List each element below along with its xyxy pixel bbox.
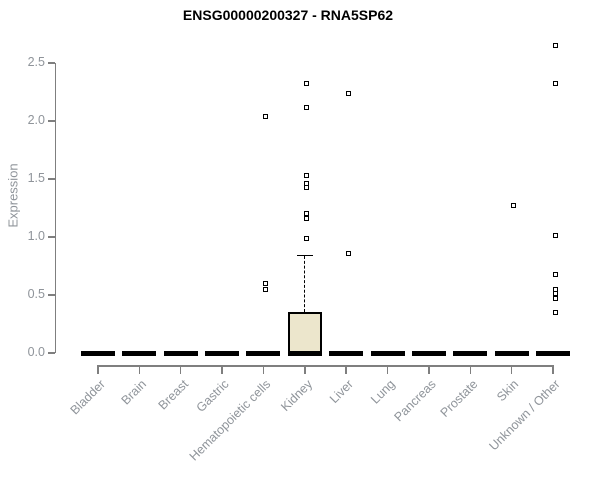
- x-axis-tick: [552, 366, 554, 374]
- outlier-point-kidney: [304, 211, 310, 217]
- outlier-point-hematopoietic-cells: [262, 280, 268, 286]
- median-bar-kidney: [287, 350, 322, 356]
- outlier-point-unknown-other: [552, 309, 558, 315]
- x-axis-tick: [138, 366, 141, 374]
- outlier-point-liver: [345, 90, 351, 96]
- outlier-point-skin: [511, 203, 517, 209]
- x-tick-label-lung: Lung: [367, 377, 398, 407]
- x-tick-label-hematopoietic-cells: Hematopoietic cells: [186, 377, 274, 464]
- x-axis-line: [97, 365, 554, 367]
- outlier-point-unknown-other: [552, 295, 558, 301]
- whisker-line-kidney: [304, 255, 306, 313]
- x-tick-label-kidney: Kidney: [277, 377, 315, 414]
- outlier-point-unknown-other: [552, 291, 558, 297]
- x-tick-label-prostate: Prostate: [437, 377, 481, 420]
- x-axis-tick: [97, 366, 99, 374]
- x-tick-label-liver: Liver: [327, 377, 357, 407]
- median-bar-lung: [370, 350, 405, 356]
- median-bar-gastric: [205, 350, 240, 356]
- x-tick-label-bladder: Bladder: [67, 377, 108, 418]
- x-tick-label-brain: Brain: [118, 377, 150, 408]
- y-tick-label: 2.5: [27, 55, 45, 69]
- x-axis-tick: [386, 366, 389, 374]
- median-bar-skin: [494, 350, 529, 356]
- y-tick-label: 0.5: [27, 287, 45, 301]
- outlier-point-hematopoietic-cells: [262, 113, 268, 119]
- x-tick-label-pancreas: Pancreas: [391, 377, 439, 425]
- median-bar-breast: [163, 350, 198, 356]
- chart-title: ENSG00000200327 - RNA5SP62: [182, 7, 394, 23]
- y-tick-label: 2.0: [27, 113, 45, 127]
- y-axis-tick: [47, 120, 55, 122]
- y-axis-tick: [47, 62, 55, 64]
- whisker-cap-kidney: [296, 254, 313, 257]
- y-axis-line: [54, 63, 56, 353]
- x-axis-tick: [345, 366, 347, 374]
- outlier-point-unknown-other: [552, 233, 558, 239]
- y-tick-label: 0.0: [27, 345, 45, 359]
- median-bar-brain: [122, 350, 157, 356]
- median-bar-hematopoietic-cells: [246, 350, 281, 356]
- y-axis-tick: [47, 178, 55, 180]
- outlier-point-unknown-other: [552, 81, 558, 87]
- median-bar-bladder: [81, 350, 115, 356]
- x-axis-tick: [221, 366, 223, 374]
- outlier-point-unknown-other: [552, 271, 558, 277]
- outlier-point-kidney: [304, 104, 310, 110]
- x-axis-tick: [262, 366, 265, 374]
- y-axis-tick: [47, 236, 55, 238]
- x-axis-tick: [469, 366, 472, 374]
- box-kidney: [287, 312, 322, 355]
- x-axis-tick: [179, 366, 182, 374]
- x-tick-label-breast: Breast: [155, 377, 191, 413]
- median-bar-pancreas: [411, 350, 446, 356]
- x-tick-label-gastric: Gastric: [194, 377, 232, 415]
- x-axis-tick: [304, 366, 306, 374]
- median-bar-liver: [329, 350, 364, 356]
- y-axis-tick: [47, 352, 55, 354]
- outlier-point-kidney: [304, 215, 310, 221]
- outlier-point-unknown-other: [552, 43, 558, 49]
- outlier-point-kidney: [304, 184, 310, 190]
- median-bar-unknown-other: [536, 350, 570, 356]
- x-axis-tick: [510, 366, 513, 374]
- outlier-point-hematopoietic-cells: [262, 286, 268, 292]
- outlier-point-kidney: [304, 235, 310, 241]
- y-tick-label: 1.5: [27, 171, 45, 185]
- median-bar-prostate: [453, 350, 488, 356]
- outlier-point-unknown-other: [552, 286, 558, 292]
- y-axis-tick: [47, 294, 55, 296]
- outlier-point-kidney: [304, 173, 310, 179]
- y-tick-label: 1.0: [27, 229, 45, 243]
- x-tick-label-skin: Skin: [494, 377, 522, 405]
- outlier-point-liver: [345, 250, 351, 256]
- x-axis-tick: [428, 366, 430, 374]
- outlier-point-kidney: [304, 81, 310, 87]
